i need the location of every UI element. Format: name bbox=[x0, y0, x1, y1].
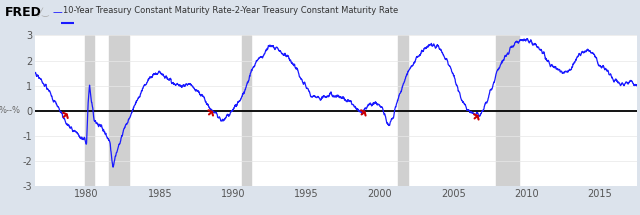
Bar bbox=[85, 35, 94, 186]
Bar bbox=[242, 35, 251, 186]
Text: FRED: FRED bbox=[5, 6, 42, 19]
Bar bbox=[109, 35, 129, 186]
Text: 10-Year Treasury Constant Maturity Rate-2-Year Treasury Constant Maturity Rate: 10-Year Treasury Constant Maturity Rate-… bbox=[63, 6, 398, 15]
Bar bbox=[397, 35, 408, 186]
Text: —: — bbox=[52, 8, 62, 18]
Bar bbox=[496, 35, 520, 186]
Text: ╱‿: ╱‿ bbox=[37, 8, 49, 17]
Y-axis label: %--%: %--% bbox=[0, 106, 20, 115]
